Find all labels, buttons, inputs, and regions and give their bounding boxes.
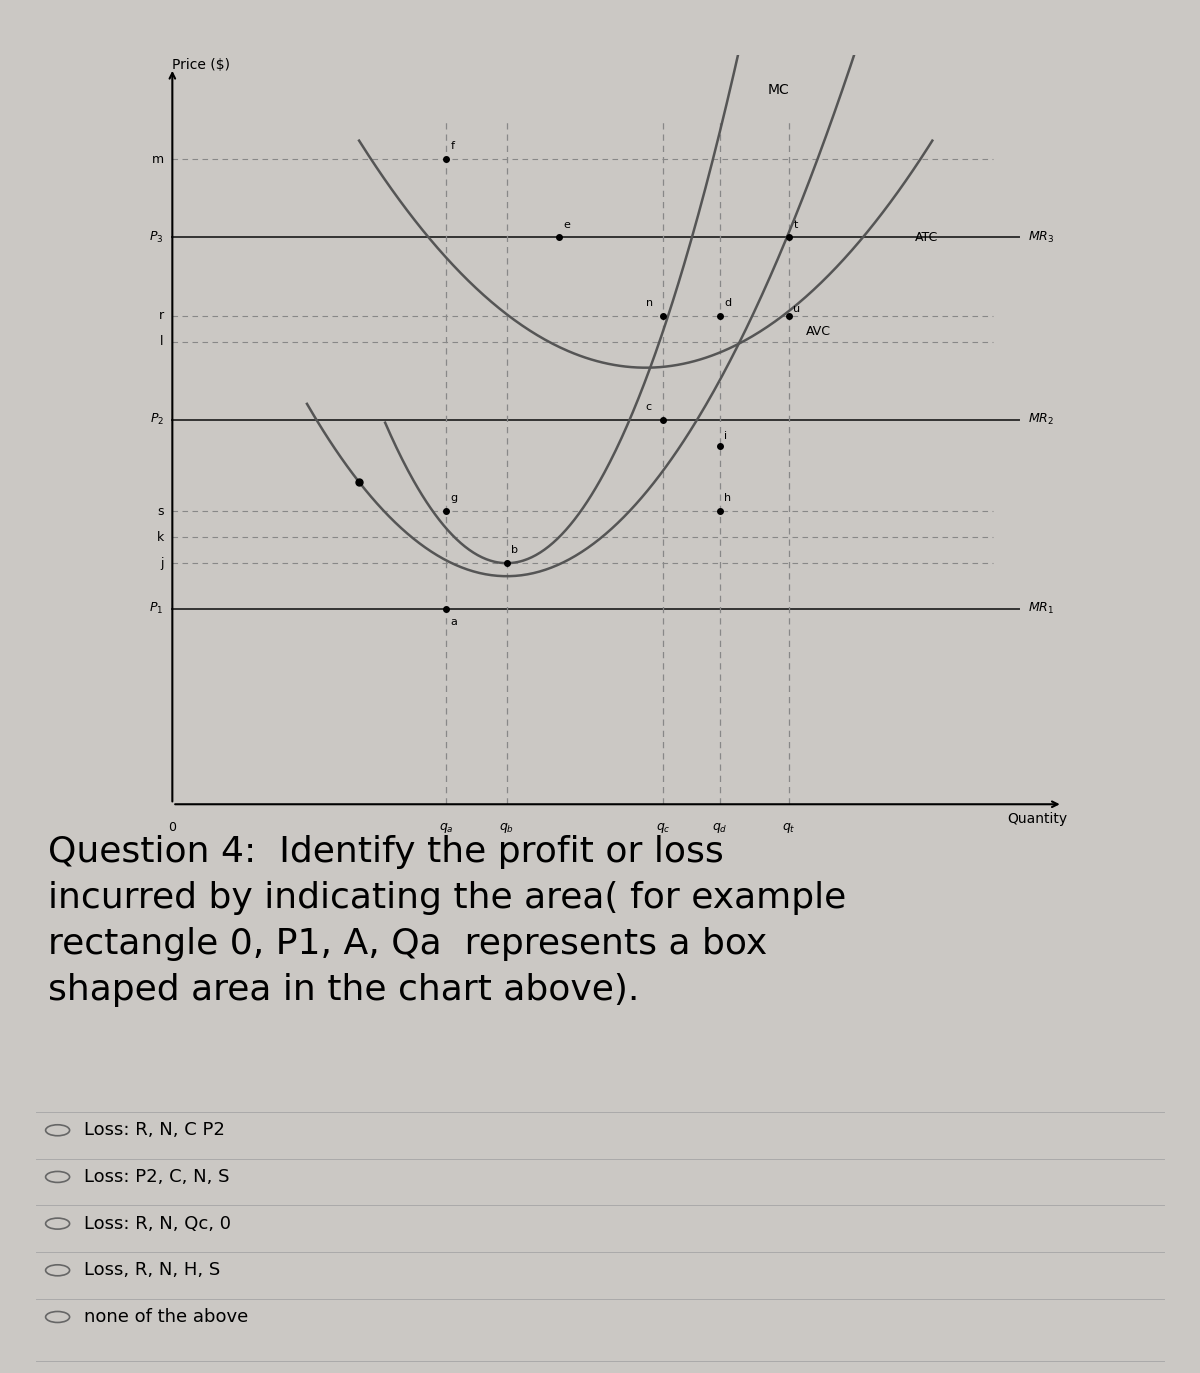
- Text: $P_1$: $P_1$: [149, 601, 163, 616]
- Text: e: e: [563, 220, 570, 229]
- Text: $q_d$: $q_d$: [712, 821, 727, 835]
- Text: s: s: [157, 504, 163, 518]
- Text: h: h: [724, 493, 731, 504]
- Text: b: b: [511, 545, 518, 556]
- Text: $q_a$: $q_a$: [438, 821, 454, 835]
- Text: $MR_3$: $MR_3$: [1028, 229, 1055, 244]
- Text: MC: MC: [767, 82, 790, 97]
- Text: ATC: ATC: [914, 231, 938, 244]
- Text: j: j: [160, 556, 163, 570]
- Text: Loss: R, N, Qc, 0: Loss: R, N, Qc, 0: [84, 1215, 230, 1233]
- Text: i: i: [724, 431, 727, 441]
- Text: $MR_1$: $MR_1$: [1028, 601, 1054, 616]
- Text: Loss, R, N, H, S: Loss, R, N, H, S: [84, 1262, 221, 1280]
- Text: c: c: [646, 402, 652, 412]
- Text: a: a: [450, 616, 457, 627]
- Text: d: d: [724, 298, 731, 308]
- Text: none of the above: none of the above: [84, 1308, 248, 1326]
- Text: AVC: AVC: [806, 325, 832, 338]
- Text: n: n: [646, 298, 653, 308]
- Text: $P_2$: $P_2$: [150, 412, 163, 427]
- Text: u: u: [793, 305, 800, 314]
- Text: t: t: [793, 220, 798, 229]
- Text: l: l: [160, 335, 163, 349]
- Text: Loss: R, N, C P2: Loss: R, N, C P2: [84, 1122, 224, 1140]
- Text: Price ($): Price ($): [173, 58, 230, 73]
- Text: $MR_2$: $MR_2$: [1028, 412, 1054, 427]
- Text: f: f: [450, 141, 455, 151]
- Text: 0: 0: [168, 821, 176, 833]
- Text: Quantity: Quantity: [1007, 811, 1067, 827]
- Text: $q_b$: $q_b$: [499, 821, 515, 835]
- Text: $q_t$: $q_t$: [782, 821, 796, 835]
- Text: g: g: [450, 493, 457, 504]
- Text: Question 4:  Identify the profit or loss
incurred by indicating the area( for ex: Question 4: Identify the profit or loss …: [48, 835, 846, 1008]
- Text: k: k: [156, 530, 163, 544]
- Text: Loss: P2, C, N, S: Loss: P2, C, N, S: [84, 1168, 229, 1186]
- Text: $q_c$: $q_c$: [655, 821, 671, 835]
- Text: $P_3$: $P_3$: [149, 229, 163, 244]
- Text: m: m: [151, 152, 163, 166]
- Text: r: r: [158, 309, 163, 323]
